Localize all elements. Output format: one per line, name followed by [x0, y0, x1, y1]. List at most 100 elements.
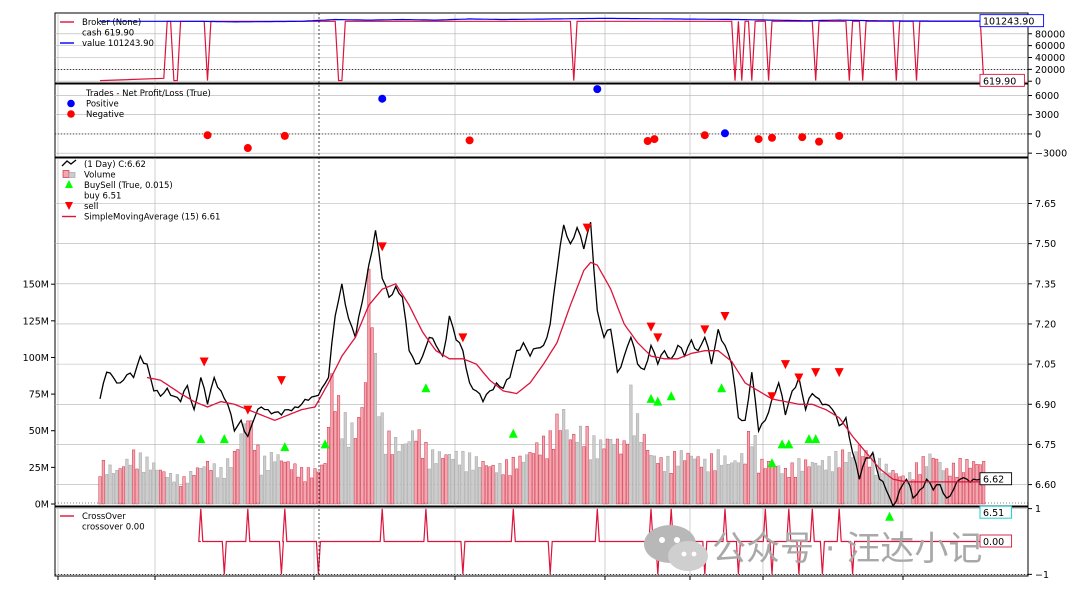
- volume-bar: [531, 453, 535, 505]
- volume-bar: [535, 442, 539, 505]
- volume-bar: [807, 466, 811, 505]
- sell-marker: [794, 373, 804, 383]
- volume-bar: [962, 472, 966, 505]
- volume-bar: [767, 460, 771, 505]
- volume-bar: [185, 482, 189, 505]
- volume-bar: [219, 467, 223, 505]
- volume-bar: [242, 423, 246, 505]
- volume-bar: [733, 460, 737, 505]
- volume-bar: [760, 458, 764, 505]
- volume-bar: [867, 466, 871, 505]
- volume-bar: [770, 464, 774, 505]
- volume-bar: [699, 466, 703, 505]
- trades-legend-entry: Positive: [86, 100, 119, 110]
- trades-legend-marker: [67, 110, 75, 118]
- volume-bar: [525, 454, 529, 505]
- buy-marker: [421, 383, 431, 393]
- volume-bar: [548, 430, 552, 505]
- volume-bar: [239, 433, 243, 505]
- volume-bar: [602, 448, 606, 505]
- volume-bar: [656, 463, 660, 505]
- volume-bar: [451, 458, 455, 505]
- volume-bar: [941, 470, 945, 505]
- volume-bar: [750, 446, 754, 505]
- trade-positive-point: [593, 85, 602, 94]
- price-ytick-label: 7.05: [1035, 360, 1056, 371]
- volume-ytick-label: 125M: [23, 316, 49, 327]
- volume-bar: [397, 451, 401, 505]
- volume-bar: [111, 473, 115, 505]
- trades-legend-marker: [67, 99, 75, 108]
- volume-bar: [521, 461, 525, 505]
- volume-bar: [286, 461, 290, 505]
- volume-bar: [320, 464, 324, 505]
- buy-marker: [804, 434, 814, 444]
- volume-bar: [578, 425, 582, 505]
- volume-bar: [175, 474, 179, 505]
- volume-bar: [162, 471, 166, 505]
- price-legend-entry: sell: [84, 202, 98, 212]
- broker-legend-entry: value 101243.90: [82, 39, 154, 49]
- volume-bar: [830, 471, 834, 505]
- volume-bar: [108, 464, 112, 505]
- volume-bar: [565, 429, 569, 505]
- volume-bar: [975, 464, 979, 505]
- volume-bar: [585, 426, 589, 505]
- buy-marker: [219, 434, 229, 444]
- trades-ytick-label: −3000: [1035, 149, 1067, 160]
- value-line: [100, 17, 984, 23]
- trade-negative-point: [798, 133, 807, 142]
- volume-bar: [730, 462, 734, 505]
- volume-bar: [891, 470, 895, 505]
- value-last-label: 101243.90: [983, 17, 1034, 28]
- volume-bar: [629, 384, 633, 505]
- buy-marker: [196, 434, 206, 444]
- volume-bar: [400, 444, 404, 505]
- volume-bar: [911, 479, 915, 505]
- volume-bar: [135, 468, 139, 505]
- panel-frame-price: [54, 157, 1029, 507]
- volume-bar: [955, 477, 959, 505]
- trade-negative-point: [243, 144, 252, 153]
- volume-bar: [226, 458, 230, 505]
- volume-bar: [787, 477, 791, 505]
- volume-bar: [679, 450, 683, 505]
- volume-bar: [326, 427, 330, 505]
- volume-bar: [434, 463, 438, 505]
- volume-bar: [105, 474, 109, 505]
- volume-bar: [676, 465, 680, 505]
- volume-bar: [659, 457, 663, 505]
- panel-frame-trades: [54, 83, 1029, 158]
- volume-bar: [323, 463, 327, 505]
- sell-marker: [377, 242, 387, 252]
- volume-bar: [279, 460, 283, 505]
- price-legend-entry: (1 Day) C:6.62: [84, 160, 146, 170]
- volume-bar: [763, 468, 767, 505]
- volume-bar: [374, 353, 378, 505]
- volume-bar: [686, 452, 690, 505]
- buy-marker: [646, 393, 656, 403]
- sell-marker: [700, 325, 710, 335]
- volume-bar: [357, 417, 361, 505]
- trade-negative-point: [835, 131, 844, 140]
- volume-bar: [538, 454, 542, 505]
- volume-bar: [431, 449, 435, 505]
- volume-bar: [316, 471, 320, 505]
- volume-bar: [609, 439, 613, 505]
- volume-ytick-label: 75M: [29, 390, 49, 401]
- sell-marker: [199, 357, 209, 367]
- trade-negative-point: [643, 136, 652, 145]
- trades-legend-entry: Negative: [86, 110, 124, 120]
- volume-bar: [901, 475, 905, 505]
- volume-bar: [192, 475, 196, 505]
- volume-bar: [888, 472, 892, 505]
- volume-bar: [330, 373, 334, 505]
- volume-bar: [152, 462, 156, 505]
- volume-bar: [854, 451, 858, 505]
- volume-bar: [878, 458, 882, 505]
- volume-bar: [824, 469, 828, 505]
- volume-bar: [683, 460, 687, 505]
- close-last-label-box: [979, 472, 1013, 486]
- volume-bar: [703, 458, 707, 505]
- volume-bar: [669, 473, 673, 505]
